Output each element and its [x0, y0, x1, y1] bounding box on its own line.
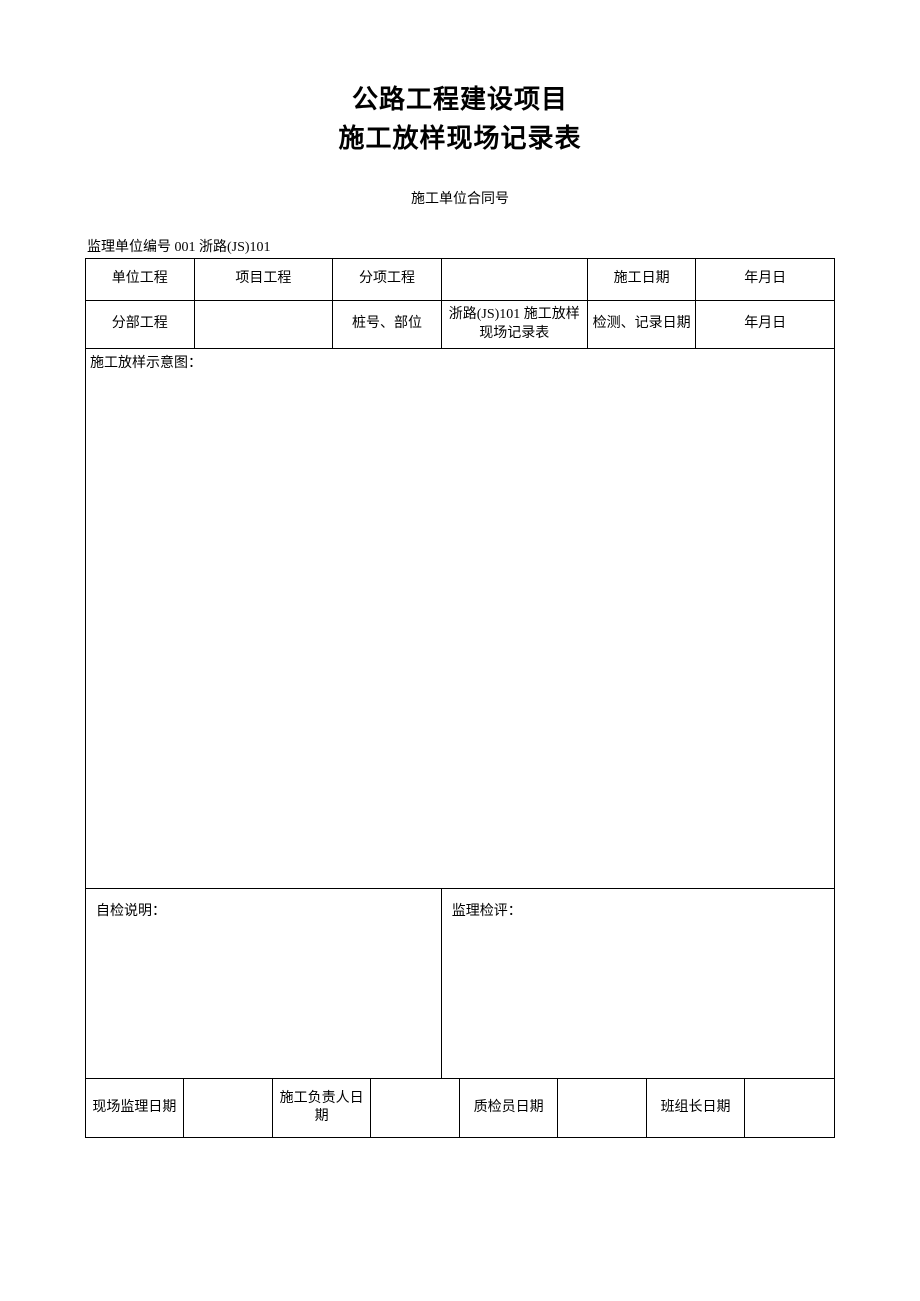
cell-station-label: 桩号、部位 [333, 301, 442, 349]
cell-section-project-value [194, 301, 333, 349]
cell-record-date-label: 检测、记录日期 [587, 301, 696, 349]
sig-team-lead-label: 班组长日期 [647, 1079, 744, 1137]
cell-unit-project-label: 单位工程 [86, 259, 195, 301]
signature-row: 现场监理日期 施工负责人日期 质检员日期 班组长日期 [86, 1079, 835, 1138]
record-form-table: 单位工程 项目工程 分项工程 施工日期 年月日 分部工程 桩号、部位 浙路(JS… [85, 258, 835, 1138]
header-row-1: 单位工程 项目工程 分项工程 施工日期 年月日 [86, 259, 835, 301]
document-page: 公路工程建设项目 施工放样现场记录表 施工单位合同号 监理单位编号 001 浙路… [0, 0, 920, 1138]
supervisor-number-label: 监理单位编号 001 浙路(JS)101 [85, 236, 835, 256]
diagram-cell: 施工放样示意图： [86, 349, 835, 889]
cell-construction-date-value: 年月日 [696, 259, 835, 301]
sig-team-lead-value [744, 1079, 834, 1137]
cell-item-project-label: 项目工程 [194, 259, 333, 301]
sig-qc-label: 质检员日期 [460, 1079, 557, 1137]
header-row-2: 分部工程 桩号、部位 浙路(JS)101 施工放样现场记录表 检测、记录日期 年… [86, 301, 835, 349]
sig-construction-lead-label: 施工负责人日期 [273, 1079, 370, 1137]
sig-supervisor-label: 现场监理日期 [86, 1079, 183, 1137]
contract-number-label: 施工单位合同号 [85, 188, 835, 208]
title-line-1: 公路工程建设项目 [85, 80, 835, 119]
cell-station-value: 浙路(JS)101 施工放样现场记录表 [441, 301, 587, 349]
self-check-cell: 自检说明： [86, 889, 442, 1079]
cell-sub-project-label: 分项工程 [333, 259, 442, 301]
diagram-row: 施工放样示意图： [86, 349, 835, 889]
title-block: 公路工程建设项目 施工放样现场记录表 [85, 80, 835, 158]
cell-construction-date-label: 施工日期 [587, 259, 696, 301]
cell-sub-project-value [441, 259, 587, 301]
cell-record-date-value: 年月日 [696, 301, 835, 349]
signature-inner-table: 现场监理日期 施工负责人日期 质检员日期 班组长日期 [86, 1079, 834, 1137]
cell-section-project-label: 分部工程 [86, 301, 195, 349]
supervisor-eval-cell: 监理检评： [441, 889, 834, 1079]
sig-supervisor-value [183, 1079, 273, 1137]
sig-construction-lead-value [370, 1079, 460, 1137]
comment-row: 自检说明： 监理检评： [86, 889, 835, 1079]
title-line-2: 施工放样现场记录表 [85, 119, 835, 158]
sig-qc-value [557, 1079, 647, 1137]
